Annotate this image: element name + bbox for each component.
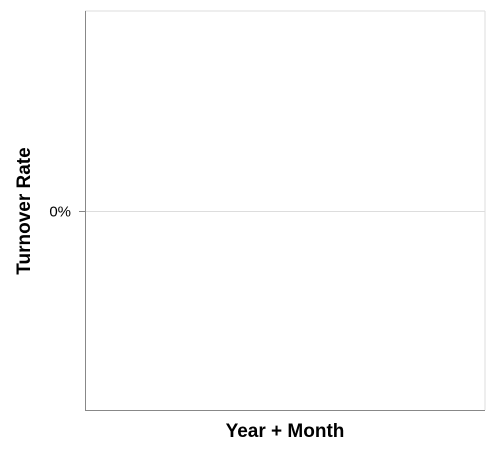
y-tick-label: 0% bbox=[49, 204, 71, 221]
x-axis-title: Year + Month bbox=[226, 421, 345, 442]
axes: 0% bbox=[49, 11, 485, 411]
plot-area bbox=[85, 10, 486, 410]
y-axis-title: Turnover Rate bbox=[14, 147, 35, 274]
